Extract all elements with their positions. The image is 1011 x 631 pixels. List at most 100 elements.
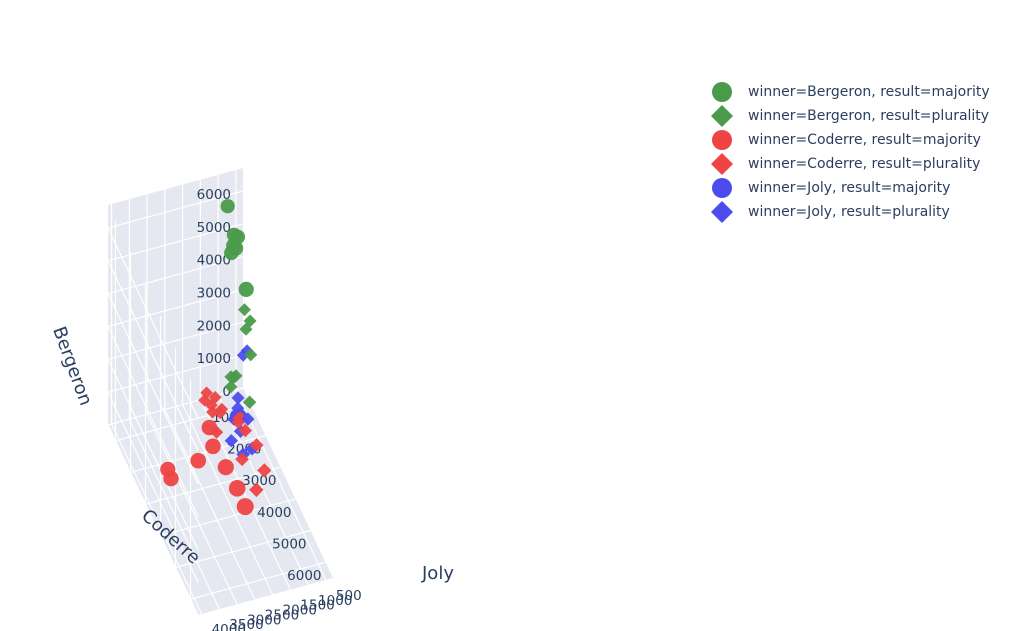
bergeron-tick-label: 6000	[197, 187, 231, 203]
joly-tick-label: 3500	[229, 617, 263, 631]
legend-marker-icon	[712, 82, 732, 102]
data-point-diamond[interactable]	[206, 405, 220, 419]
coderre-gridline	[175, 529, 311, 569]
coderre-tick-label: 6000	[287, 568, 321, 584]
data-point-diamond[interactable]	[243, 314, 257, 328]
data-point-circle[interactable]	[236, 498, 254, 516]
data-point-diamond[interactable]	[238, 303, 251, 317]
joly-gridline	[146, 414, 238, 605]
joly-tick-label: 1000	[318, 593, 352, 609]
data-point-diamond[interactable]	[249, 482, 264, 498]
bergeron-axis-title: Bergeron	[48, 324, 96, 409]
bergeron-gridline	[107, 326, 199, 517]
coderre-gridline	[160, 498, 296, 537]
bergeron-gridline	[107, 321, 244, 360]
joly-tick-label: 4000	[212, 622, 246, 631]
data-point-diamond[interactable]	[224, 380, 238, 394]
legend-marker-icon	[712, 178, 732, 198]
data-point-diamond[interactable]	[244, 348, 258, 362]
joly-tick-label: 2500	[265, 607, 299, 623]
bergeron-gridline	[107, 227, 199, 419]
joly-gridline	[182, 404, 274, 595]
bergeron-tick-label: 0	[222, 384, 231, 400]
joly-tick-label: 1500	[300, 598, 334, 614]
coderre-gridline	[115, 403, 251, 442]
coderre-gridline	[190, 561, 326, 600]
bergeron-tick-label: 3000	[197, 286, 231, 302]
legend-item[interactable]: winner=Bergeron, result=plurality	[706, 104, 1006, 128]
bergeron-gridline	[107, 387, 244, 426]
coderre-tick-label: 5000	[272, 537, 306, 553]
legend-label: winner=Coderre, result=plurality	[748, 156, 981, 172]
legend-item[interactable]: winner=Coderre, result=plurality	[706, 152, 1006, 176]
data-point-diamond[interactable]	[200, 386, 213, 400]
data-point-circle[interactable]	[205, 438, 221, 455]
joly-gridline	[111, 423, 203, 615]
bergeron-tick-label: 4000	[197, 253, 231, 269]
legend-item[interactable]: winner=Bergeron, result=majority	[706, 80, 1006, 104]
bergeron-tick-label: 2000	[197, 318, 231, 334]
legend-marker-icon	[712, 130, 732, 150]
data-point-diamond[interactable]	[231, 415, 246, 429]
legend-marker-icon	[711, 105, 733, 127]
data-point-circle[interactable]	[226, 227, 242, 243]
bergeron-gridline	[107, 359, 199, 550]
joly-tick-label: 500	[336, 588, 362, 604]
legend-label: winner=Joly, result=majority	[748, 180, 951, 196]
data-point-circle[interactable]	[228, 241, 244, 256]
legend[interactable]: winner=Bergeron, result=majority winner=B…	[706, 80, 1006, 224]
joly-tick-label: 3000	[247, 612, 281, 628]
joly-axis-title: Joly	[421, 563, 454, 584]
bergeron-gridline	[107, 424, 199, 616]
data-point-diamond[interactable]	[205, 398, 218, 412]
data-point-circle[interactable]	[238, 281, 254, 297]
data-point-diamond[interactable]	[238, 423, 253, 438]
data-point-circle[interactable]	[190, 452, 206, 469]
data-point-diamond[interactable]	[249, 438, 264, 452]
scene-3d[interactable]: 0100020003000400050006000100020003000400…	[48, 168, 454, 631]
bergeron-tick-label: 5000	[197, 220, 231, 236]
data-point-diamond[interactable]	[208, 391, 222, 404]
legend-label: winner=Coderre, result=majority	[748, 132, 981, 148]
bergeron-gridline	[107, 391, 199, 583]
joly-gridline	[128, 418, 220, 610]
coderre-back-pane	[108, 168, 243, 425]
coderre-tick-label: 4000	[257, 505, 291, 521]
data-point-circle[interactable]	[220, 199, 235, 214]
data-point-diamond[interactable]	[215, 402, 229, 416]
coderre-tick-label: 3000	[242, 473, 276, 489]
coderre-gridline	[145, 466, 281, 505]
legend-label: winner=Joly, result=plurality	[748, 204, 950, 220]
bergeron-gridline	[107, 260, 199, 452]
data-point-circle[interactable]	[163, 470, 179, 487]
bergeron-gridline	[107, 354, 244, 393]
joly-tick-label: 2000	[283, 603, 317, 619]
data-point-diamond[interactable]	[241, 412, 255, 426]
data-point-diamond[interactable]	[224, 434, 238, 448]
bergeron-gridline	[107, 256, 244, 295]
bergeron-gridline	[107, 190, 244, 229]
legend-label: winner=Bergeron, result=plurality	[748, 108, 990, 124]
data-point-diamond[interactable]	[209, 425, 224, 439]
data-point-diamond[interactable]	[235, 452, 249, 467]
data-point-diamond[interactable]	[257, 463, 272, 478]
data-point-circle[interactable]	[228, 480, 246, 497]
joly-gridline	[164, 409, 256, 600]
bergeron-gridline	[107, 288, 244, 328]
data-point-diamond[interactable]	[231, 391, 245, 405]
data-point-diamond[interactable]	[239, 322, 253, 336]
legend-label: winner=Bergeron, result=majority	[748, 84, 990, 100]
data-point-diamond[interactable]	[236, 349, 250, 362]
data-point-diamond[interactable]	[229, 369, 243, 383]
bergeron-gridline	[107, 293, 199, 484]
legend-item[interactable]: winner=Joly, result=plurality	[706, 200, 1006, 224]
bergeron-tick-label: 1000	[197, 351, 231, 367]
legend-marker-icon	[711, 201, 733, 223]
data-point-diamond[interactable]	[242, 395, 257, 409]
data-point-circle[interactable]	[217, 459, 234, 476]
legend-item[interactable]: winner=Joly, result=majority	[706, 176, 1006, 200]
bergeron-gridline	[107, 223, 244, 262]
legend-item[interactable]: winner=Coderre, result=majority	[706, 128, 1006, 152]
legend-marker-icon	[711, 153, 733, 175]
